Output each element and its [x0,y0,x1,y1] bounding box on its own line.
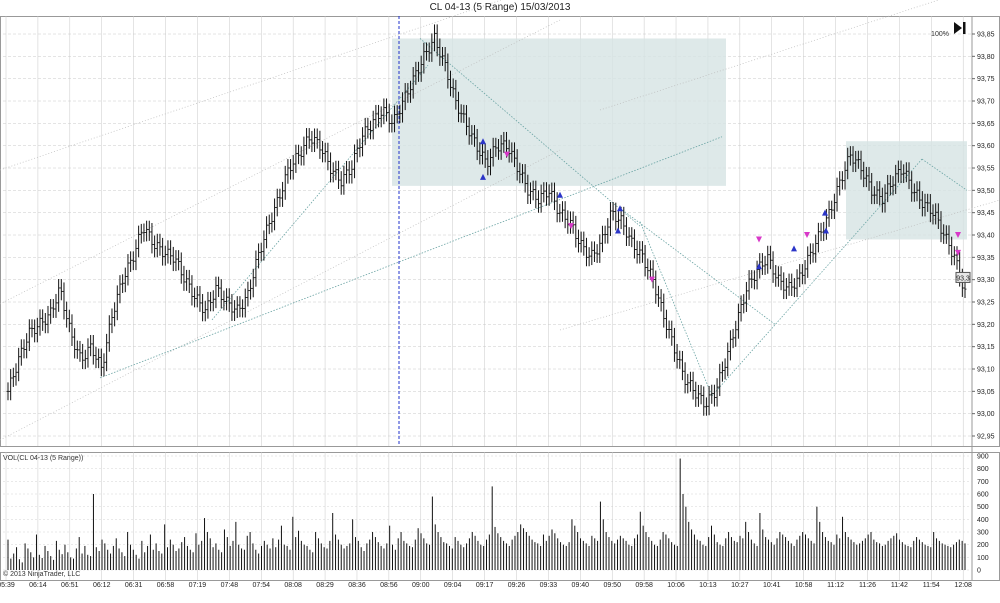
volume-tick-label: 900 [977,454,989,461]
x-tick-label: 10:06 [667,582,685,589]
trend-line [639,221,713,396]
volume-tick-label: 500 [977,504,989,511]
price-tick-label: 93,05 [977,389,995,396]
channel-line [0,149,561,441]
short-signal-arrow [756,236,762,243]
price-tick-label: 93,60 [977,143,995,150]
x-tick-label: 09:00 [412,582,430,589]
long-signal-arrow [480,138,486,145]
x-tick-label: 06:51 [61,582,79,589]
x-tick-label: 12:08 [954,582,972,589]
volume-panel-label: VOL(CL 04-13 (5 Range)) [3,455,83,462]
zoom-percent-label: 100% [931,31,949,38]
x-tick-label: 11:12 [827,582,844,589]
channel-line [0,0,503,171]
x-tick-label: 09:17 [476,582,494,589]
short-signal-arrow [504,151,510,158]
x-tick-label: 11:54 [923,582,940,589]
trend-line [211,65,429,321]
volume-tick-label: 400 [977,517,989,524]
price-tick-label: 93,20 [977,322,995,329]
volume-tick-label: 700 [977,479,989,486]
last-price-label: 93,3 [956,275,970,282]
price-tick-label: 93,65 [977,121,995,128]
x-tick-label: 08:56 [380,582,398,589]
price-tick-label: 93,40 [977,233,995,240]
price-tick-label: 93,70 [977,99,995,106]
short-signal-arrow [955,249,961,256]
x-tick-label: 10:13 [699,582,717,589]
short-signal-arrow [568,223,574,230]
short-signal-arrow [804,232,810,238]
long-signal-arrow [480,173,486,180]
channel-line [599,0,940,111]
x-tick-label: 11:42 [891,582,908,589]
last-price-box [955,271,971,283]
short-signal-arrow [955,232,961,238]
x-tick-label: 08:29 [316,582,334,589]
price-tick-label: 93,30 [977,277,995,284]
price-tick-label: 92,95 [977,434,995,441]
trend-line [419,38,641,227]
long-signal-arrow [823,227,829,234]
volume-tick-label: 100 [977,555,989,562]
price-tick-label: 93,35 [977,255,995,262]
volume-tick-label: 0 [977,568,981,575]
price-tick-label: 93,75 [977,76,995,83]
x-tick-label: 08:36 [348,582,366,589]
long-signal-arrow [791,245,797,252]
price-tick-label: 93,85 [977,32,995,39]
price-tick-label: 93,15 [977,344,995,351]
x-tick-label: 06:31 [125,582,143,589]
x-tick-label: 11:26 [859,582,876,589]
x-tick-label: 05:39 [0,582,15,589]
volume-tick-label: 800 [977,466,989,473]
x-tick-label: 06:12 [93,582,111,589]
trend-line [921,158,968,191]
x-tick-label: 08:08 [284,582,302,589]
supply-zone-2 [846,141,967,240]
trend-line [99,136,723,379]
x-tick-label: 09:40 [572,582,590,589]
chart-title: CL 04-13 (5 Range) 15/03/2013 [429,2,571,13]
price-tick-label: 93,80 [977,54,995,61]
volume-tick-label: 300 [977,530,989,537]
price-tick-label: 93,50 [977,188,995,195]
x-tick-label: 09:33 [540,582,558,589]
go-to-end-icon [954,22,962,34]
x-tick-label: 10:41 [763,582,781,589]
x-tick-label: 06:14 [29,582,47,589]
copyright-label: © 2013 NinjaTrader, LLC [3,570,80,578]
short-signal-arrow [649,276,655,283]
long-signal-arrow [615,227,621,234]
price-tick-label: 93,55 [977,166,995,173]
volume-tick-label: 600 [977,492,989,499]
go-to-end-icon-bar [963,22,966,34]
long-signal-arrow [557,191,563,198]
x-tick-label: 06:58 [157,582,175,589]
x-tick-label: 09:50 [603,582,621,589]
x-tick-label: 09:26 [508,582,526,589]
x-tick-label: 07:48 [221,582,239,589]
x-tick-label: 07:54 [252,582,270,589]
price-tick-label: 93,25 [977,300,995,307]
price-tick-label: 93,00 [977,411,995,418]
x-tick-label: 09:04 [444,582,462,589]
long-signal-arrow [822,209,828,216]
x-tick-label: 07:19 [189,582,207,589]
long-signal-arrow [617,205,623,212]
long-signal-arrow [756,263,762,270]
trend-line [619,207,776,325]
price-tick-label: 93,45 [977,210,995,217]
price-tick-label: 93,10 [977,367,995,374]
volume-tick-label: 200 [977,542,989,549]
x-tick-label: 09:58 [635,582,653,589]
x-tick-label: 10:58 [795,582,813,589]
x-tick-label: 10:27 [731,582,749,589]
